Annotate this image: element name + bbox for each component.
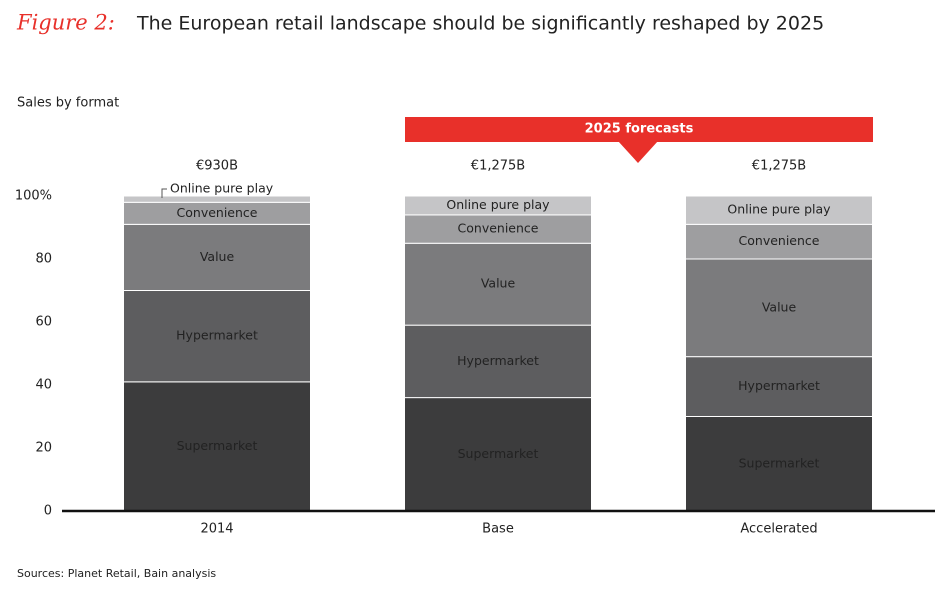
y-tick-label: 40 xyxy=(35,378,52,393)
bar-segment xyxy=(123,223,311,292)
bar-segment xyxy=(685,195,873,225)
bar-total: €1,275B xyxy=(752,159,806,174)
figure-label: Figure 2: xyxy=(16,11,115,35)
banner-label: 2025 forecasts xyxy=(585,122,694,137)
segment-label: Convenience xyxy=(458,221,539,236)
segment-label: Supermarket xyxy=(458,446,539,461)
segment-label: Hypermarket xyxy=(457,353,539,368)
segment-label: Hypermarket xyxy=(176,328,258,343)
bar-segment xyxy=(685,258,873,358)
forecast-banner xyxy=(405,117,873,142)
y-tick-label: 60 xyxy=(35,315,52,330)
bar-total: €930B xyxy=(196,159,238,174)
y-tick-label: 0 xyxy=(44,504,52,519)
segment-label: Value xyxy=(200,249,235,264)
segment-label: Convenience xyxy=(739,233,820,248)
bar-segment xyxy=(404,214,592,244)
segment-label: Value xyxy=(481,276,516,291)
segment-label: Supermarket xyxy=(739,455,820,470)
banner-pointer xyxy=(618,141,658,163)
bar-segment xyxy=(404,397,592,512)
bar-segment xyxy=(685,416,873,512)
segment-label: Online pure play xyxy=(446,197,550,212)
x-tick-label: Base xyxy=(482,522,514,537)
bar-segment xyxy=(685,356,873,417)
x-tick-label: Accelerated xyxy=(740,522,817,537)
bar-segment xyxy=(123,381,311,512)
segment-label: Convenience xyxy=(177,205,258,220)
segment-label: Online pure play xyxy=(727,202,831,217)
bar-segment xyxy=(404,195,592,216)
segment-label: Value xyxy=(762,299,797,314)
y-tick-label: 100% xyxy=(15,189,52,204)
bar-segment xyxy=(404,242,592,326)
bar-segment xyxy=(123,195,311,203)
segment-label: Supermarket xyxy=(177,438,258,453)
bar-total: €1,275B xyxy=(471,159,525,174)
y-axis-label: Sales by format xyxy=(17,96,119,111)
label-leader xyxy=(161,188,167,198)
segment-label: Online pure play xyxy=(170,181,274,196)
segment-label: Hypermarket xyxy=(738,378,820,393)
bar-segment xyxy=(685,223,873,260)
y-tick-label: 20 xyxy=(35,441,52,456)
bar-segment xyxy=(404,324,592,399)
x-tick-label: 2014 xyxy=(200,522,233,537)
chart-title: The European retail landscape should be … xyxy=(136,13,824,35)
y-tick-label: 80 xyxy=(35,252,52,267)
source: Sources: Planet Retail, Bain analysis xyxy=(17,567,216,580)
